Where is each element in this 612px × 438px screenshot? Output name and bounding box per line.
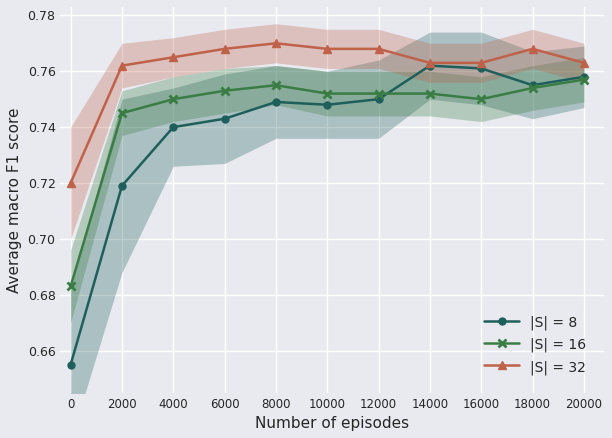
|S| = 16 bbox=[427, 91, 434, 96]
|S| = 32 bbox=[427, 60, 434, 65]
|S| = 8 bbox=[118, 183, 125, 188]
|S| = 16 bbox=[118, 110, 125, 116]
|S| = 16 bbox=[529, 85, 536, 91]
|S| = 32 bbox=[580, 60, 588, 65]
|S| = 16 bbox=[580, 77, 588, 82]
|S| = 32 bbox=[477, 60, 485, 65]
|S| = 8 bbox=[529, 83, 536, 88]
|S| = 8 bbox=[221, 116, 228, 121]
|S| = 8 bbox=[427, 63, 434, 68]
|S| = 16 bbox=[477, 96, 485, 102]
Line: |S| = 16: |S| = 16 bbox=[67, 75, 588, 290]
|S| = 16 bbox=[67, 284, 74, 289]
Line: |S| = 8: |S| = 8 bbox=[67, 62, 588, 368]
|S| = 32 bbox=[221, 46, 228, 52]
|S| = 8 bbox=[170, 124, 177, 130]
|S| = 8 bbox=[324, 102, 331, 107]
|S| = 8 bbox=[375, 96, 382, 102]
|S| = 32 bbox=[529, 46, 536, 52]
|S| = 16 bbox=[221, 88, 228, 93]
X-axis label: Number of episodes: Number of episodes bbox=[255, 416, 409, 431]
|S| = 32 bbox=[170, 55, 177, 60]
|S| = 32 bbox=[375, 46, 382, 52]
|S| = 8 bbox=[272, 99, 280, 105]
|S| = 32 bbox=[324, 46, 331, 52]
|S| = 8 bbox=[67, 362, 74, 367]
|S| = 16 bbox=[272, 83, 280, 88]
|S| = 8 bbox=[580, 74, 588, 79]
|S| = 16 bbox=[170, 96, 177, 102]
|S| = 16 bbox=[375, 91, 382, 96]
|S| = 16 bbox=[324, 91, 331, 96]
|S| = 32 bbox=[67, 180, 74, 186]
Legend: |S| = 8, |S| = 16, |S| = 32: |S| = 8, |S| = 16, |S| = 32 bbox=[473, 304, 597, 386]
Y-axis label: Average macro F1 score: Average macro F1 score bbox=[7, 107, 22, 293]
|S| = 32 bbox=[272, 41, 280, 46]
Line: |S| = 32: |S| = 32 bbox=[67, 39, 588, 187]
|S| = 8 bbox=[477, 66, 485, 71]
|S| = 32 bbox=[118, 63, 125, 68]
